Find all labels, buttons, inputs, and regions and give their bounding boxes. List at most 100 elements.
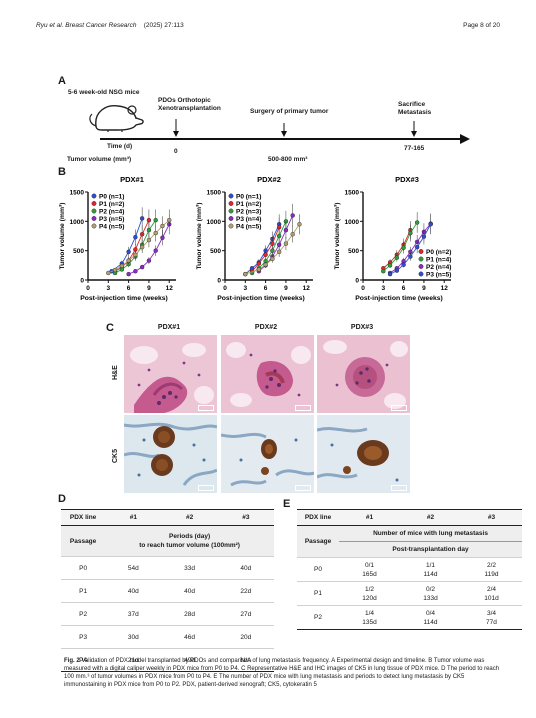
value-cell: 2/4 101d (460, 581, 522, 606)
passage-cell: P3 (61, 625, 106, 649)
value-cell: 3/4 77d (460, 605, 522, 630)
legend-marker (91, 223, 97, 229)
data-point (394, 268, 400, 273)
data-point (290, 213, 295, 218)
legend-marker (91, 193, 97, 199)
table-header-row: PDX line #1 #2 #3 (61, 509, 274, 526)
x-tick-label: 0 (86, 285, 90, 292)
day: 120d (362, 594, 377, 602)
data-point (283, 241, 289, 246)
legend-marker (228, 223, 234, 229)
row-label-ck5: CK5 (112, 448, 119, 463)
data-point (381, 268, 386, 274)
page-number: Page 8 of 20 (463, 22, 500, 29)
legend-marker (418, 249, 424, 254)
ratio: 0/2 (425, 585, 435, 593)
data-point (160, 223, 165, 229)
passage-cell: P1 (297, 581, 340, 606)
header-col: #3 (460, 509, 522, 526)
data-point (139, 264, 145, 270)
day: 165d (362, 570, 377, 578)
value-cell: 46d (161, 625, 218, 649)
value-cell: N/A (217, 648, 274, 672)
value-cell: 2/2 119d (460, 557, 522, 582)
data-point (428, 222, 433, 227)
data-point (256, 267, 262, 272)
value-cell: 0/1 165d (339, 557, 400, 582)
passage-cell: P1 (61, 579, 106, 603)
legend-label: P3 (n=5) (426, 271, 451, 278)
data-point (387, 271, 393, 277)
value-cell: 27d (217, 602, 274, 626)
data-point (119, 263, 125, 269)
scale-bar (198, 485, 214, 491)
x-tick-label: 12 (166, 285, 174, 292)
value-cell: 1/1 114d (400, 557, 461, 582)
data-point (270, 248, 275, 253)
chart-title: PDX#1 (120, 175, 144, 184)
data-point (243, 271, 248, 277)
journal-name: Breast Cancer Research (65, 22, 137, 29)
day: 135d (362, 618, 377, 626)
x-axis-label: Post-injection time (weeks) (80, 295, 168, 302)
y-tick-label: 500 (73, 248, 84, 255)
data-point (276, 233, 282, 239)
value-cell: 40d (217, 556, 274, 580)
data-point (297, 222, 302, 227)
caption-text: Validation of PDX model transplanted by … (64, 658, 500, 688)
legend-marker (418, 264, 424, 269)
chart-pdx3: PDX#3 0 3 6 9 12 0 500 1000 1500 Post-injection ti… (334, 175, 451, 302)
panel-c-label: C (106, 322, 114, 334)
event-sacrifice: Sacrifice Metastasis (398, 101, 432, 116)
value-cell: 54d (105, 556, 162, 580)
table-d: PDX line #1 #2 #3 Passage Periods (day) … (61, 509, 274, 672)
table-row: P2 37d 28d 27d (61, 602, 274, 626)
day: 101d (484, 594, 499, 602)
x-tick-label: 9 (422, 285, 426, 292)
ratio: 0/4 (425, 609, 435, 617)
legend-marker (91, 208, 97, 214)
data-point (139, 232, 145, 237)
chart-pdx2: PDX#2 0 3 6 9 12 0 500 1000 1500 Post-injection ti… (196, 175, 313, 302)
legend-label: P2 (n=4) (426, 264, 451, 271)
x-tick-label: 3 (106, 285, 110, 292)
x-tick-label: 6 (264, 285, 268, 292)
x-tick-label: 0 (361, 285, 365, 292)
data-point (290, 232, 295, 237)
data-point (276, 242, 282, 248)
running-header: Ryu et al. Breast Cancer Research (2025)… (36, 22, 184, 29)
data-point (283, 227, 289, 233)
row-label-he: H&E (112, 365, 119, 380)
table-row: P1 40d 40d 22d (61, 579, 274, 603)
value-cell: 33d (161, 556, 218, 580)
value-cell: 49d (161, 648, 218, 672)
value-cell: 28d (161, 602, 218, 626)
value-cell: 37d (105, 602, 162, 626)
timeline-arrow (100, 119, 470, 144)
legend-label: P4 (n=5) (99, 223, 124, 230)
y-tick-label: 1000 (207, 219, 222, 226)
legend-label: P4 (n=5) (236, 223, 261, 230)
panel-d-label: D (58, 493, 66, 505)
y-tick-label: 500 (348, 248, 359, 255)
x-tick-label: 9 (147, 285, 151, 292)
passage-cell: P0 (297, 557, 340, 582)
table-subheader-row: Passage Number of mice with lung metasta… (297, 525, 522, 558)
y-tick-label: 1500 (345, 190, 360, 197)
data-point (421, 234, 427, 239)
table-row: P2 1/4 135d 0/4 114d 3/4 77d (297, 605, 522, 630)
tumor-volume-label: Tumor volume (mm³) (67, 156, 132, 163)
table-header-row: PDX line #1 #2 #3 (297, 509, 522, 526)
header-col: #1 (339, 509, 400, 526)
header-pdx-line: PDX line (61, 509, 106, 526)
data-point (408, 230, 413, 236)
citation: (2025) 27:113 (143, 22, 184, 29)
table-row: P0 54d 33d 40d (61, 556, 274, 580)
time-label: Time (d) (107, 143, 133, 150)
chart-title: PDX#3 (395, 175, 419, 184)
he-image-pdx1 (124, 335, 217, 413)
x-tick-label: 3 (243, 285, 247, 292)
value-cell: 1/2 120d (339, 581, 400, 606)
header-col: #3 (217, 509, 274, 526)
y-tick-label: 0 (355, 278, 359, 285)
